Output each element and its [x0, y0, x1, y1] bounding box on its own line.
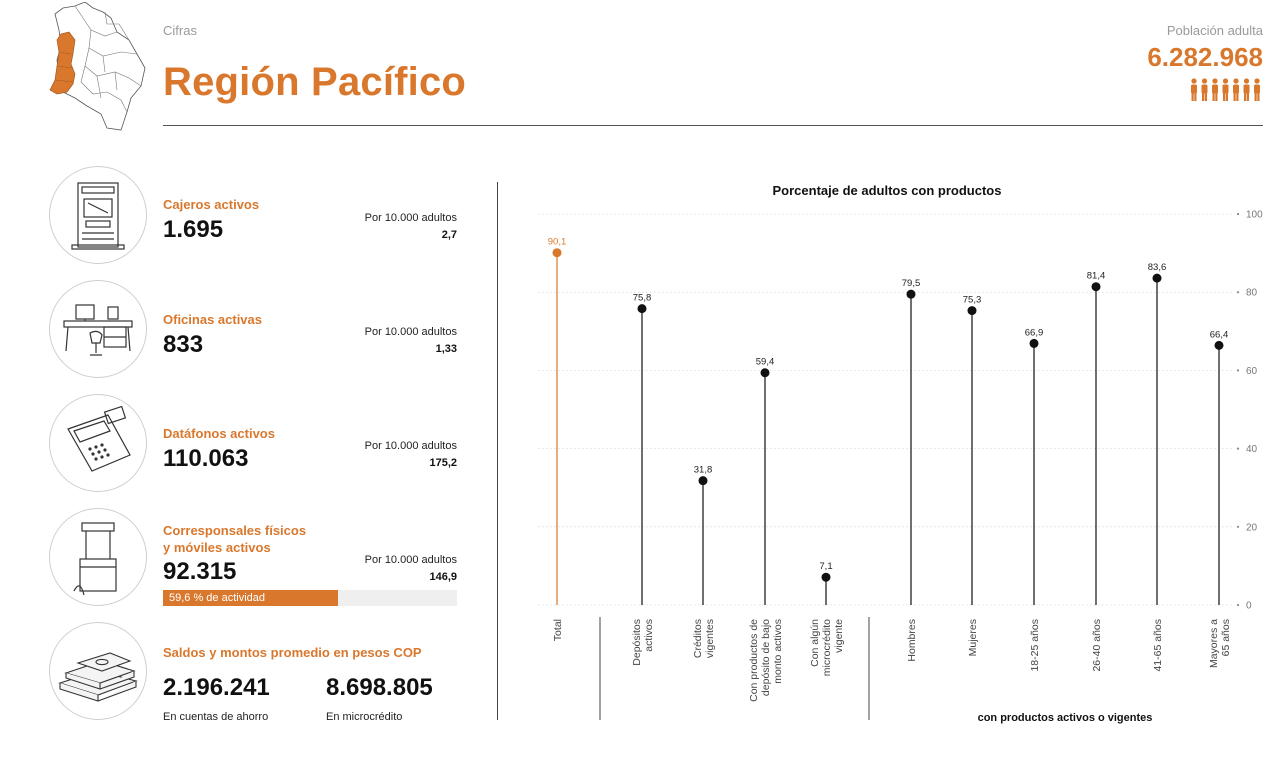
correspondent-value: 92.315: [163, 558, 237, 585]
office-per-label: Por 10.000 adultos: [364, 326, 457, 338]
x-tick-label: vigentes: [704, 619, 716, 658]
x-tick-label: 18-25 años: [1029, 619, 1041, 672]
x-tick-label: microcrédito: [821, 619, 833, 676]
x-tick-label: vigente: [833, 619, 845, 653]
y-tick-label: 60: [1246, 366, 1258, 377]
card-terminal-icon: [49, 394, 147, 492]
office-desk-icon: [49, 280, 147, 378]
atm-label: Cajeros activos: [163, 197, 260, 212]
y-tick-label: 80: [1246, 288, 1258, 299]
savings-value: 2.196.241: [163, 674, 270, 701]
value-label: 59,4: [756, 357, 775, 368]
terminal-value: 110.063: [163, 445, 249, 472]
y-tick-dot: [1236, 603, 1240, 607]
x-tick-label: Total: [552, 619, 564, 641]
chart-group-label: con productos activos o vigentes: [978, 712, 1153, 724]
x-tick-label: Hombres: [906, 619, 918, 662]
y-tick-label: 20: [1246, 522, 1258, 533]
x-tick-label: monto activos: [772, 619, 784, 684]
x-tick-label: Con productos de: [748, 619, 760, 702]
microcredit-value: 8.698.805: [326, 674, 433, 701]
value-label: 79,5: [902, 278, 921, 289]
header-divider: [163, 125, 1263, 126]
lollipop-point: [1091, 282, 1101, 292]
banknotes-icon: [49, 622, 147, 720]
terminal-per-label: Por 10.000 adultos: [364, 440, 457, 452]
section-kicker: Cifras: [163, 23, 197, 38]
chart-stems: [552, 248, 1224, 605]
correspondent-per-label: Por 10.000 adultos: [364, 554, 457, 566]
lollipop-point: [637, 304, 647, 314]
activity-progress-text: 59,6 % de actividad: [169, 592, 266, 604]
y-tick-dot: [1236, 291, 1240, 294]
lollipop-point: [698, 476, 708, 486]
people-icon: [1189, 78, 1263, 102]
value-label: 66,9: [1025, 327, 1044, 338]
lollipop-point: [760, 368, 770, 378]
terminal-label: Datáfonos activos: [163, 426, 275, 441]
lollipop-point: [1029, 338, 1039, 348]
x-tick-label: Depósitos: [631, 619, 643, 666]
x-tick-label: Créditos: [692, 619, 704, 658]
correspondent-label-line2: y móviles activos: [163, 540, 271, 555]
correspondent-label: Corresponsales físicos y móviles activos: [163, 522, 306, 556]
y-tick-label: 0: [1246, 601, 1252, 612]
activity-progress-fill: [163, 590, 339, 606]
value-label: 75,3: [963, 295, 982, 306]
office-label: Oficinas activas: [163, 312, 262, 327]
colombia-map-icon: [45, 1, 150, 134]
balances-label: Saldos y montos promedio en pesos COP: [163, 645, 422, 660]
kiosk-stand-icon: [49, 508, 147, 606]
activity-progress-bar: 59,6 % de actividad: [163, 590, 457, 606]
lollipop-point: [906, 289, 916, 299]
atm-value: 1.695: [163, 216, 224, 243]
x-tick-label: Mujeres: [967, 619, 979, 656]
population-label: Población adulta: [1166, 23, 1263, 38]
chart-x-axis: Total Depósitos activos Créditos vigentes Con…: [552, 619, 1232, 702]
lollipop-point: [1214, 340, 1224, 350]
office-per-value: 1,33: [435, 343, 457, 355]
x-tick-label: depósito de bajo: [760, 619, 772, 696]
page-title: Región Pacífico: [163, 60, 467, 104]
atm-icon: [49, 166, 147, 264]
y-tick-dot: [1236, 212, 1240, 216]
value-label: 83,6: [1148, 262, 1167, 273]
y-tick-label: 100: [1246, 210, 1263, 221]
value-label: 31,8: [694, 465, 713, 476]
lollipop-point: [967, 306, 977, 316]
lollipop-point: [552, 248, 562, 258]
lollipop-point: [821, 572, 831, 582]
office-value: 833: [163, 331, 204, 358]
value-label: 75,8: [633, 293, 652, 304]
chart-y-axis: 0 20 40 60 80 100: [1236, 210, 1263, 612]
x-tick-label: Mayores a: [1208, 619, 1220, 668]
savings-label: En cuentas de ahorro: [163, 711, 269, 723]
value-label: 90,1: [548, 237, 567, 248]
chart-title: Porcentaje de adultos con productos: [773, 183, 1002, 198]
terminal-per-value: 175,2: [429, 457, 457, 469]
x-tick-label: activos: [643, 619, 655, 652]
correspondent-per-value: 146,9: [429, 571, 457, 583]
chart-value-labels: 90,1 75,8 31,8 59,4 7,1 79,5 75,3 66,9 81,4 83,6 6…: [548, 237, 1229, 573]
y-tick-label: 40: [1246, 444, 1258, 455]
value-label: 81,4: [1087, 271, 1106, 282]
lollipop-point: [1152, 273, 1162, 283]
x-tick-label: Con algún: [809, 619, 821, 667]
y-tick-dot: [1236, 525, 1240, 528]
population-value: 6.282.968: [1147, 42, 1263, 72]
atm-per-value: 2,7: [441, 229, 457, 241]
x-tick-label: 41-65 años: [1152, 619, 1164, 672]
y-tick-dot: [1236, 369, 1240, 372]
y-tick-dot: [1236, 447, 1240, 450]
adult-products-chart: Porcentaje de adultos con productos 0 20 4…: [538, 183, 1263, 724]
microcredit-label: En microcrédito: [326, 711, 403, 723]
x-tick-label: 65 años: [1220, 619, 1232, 656]
x-tick-label: 26-40 años: [1091, 619, 1103, 672]
atm-per-label: Por 10.000 adultos: [364, 212, 457, 224]
value-label: 7,1: [819, 561, 832, 572]
correspondent-label-line1: Corresponsales físicos: [163, 523, 307, 538]
panel-divider: [497, 182, 498, 720]
value-label: 66,4: [1210, 329, 1229, 340]
